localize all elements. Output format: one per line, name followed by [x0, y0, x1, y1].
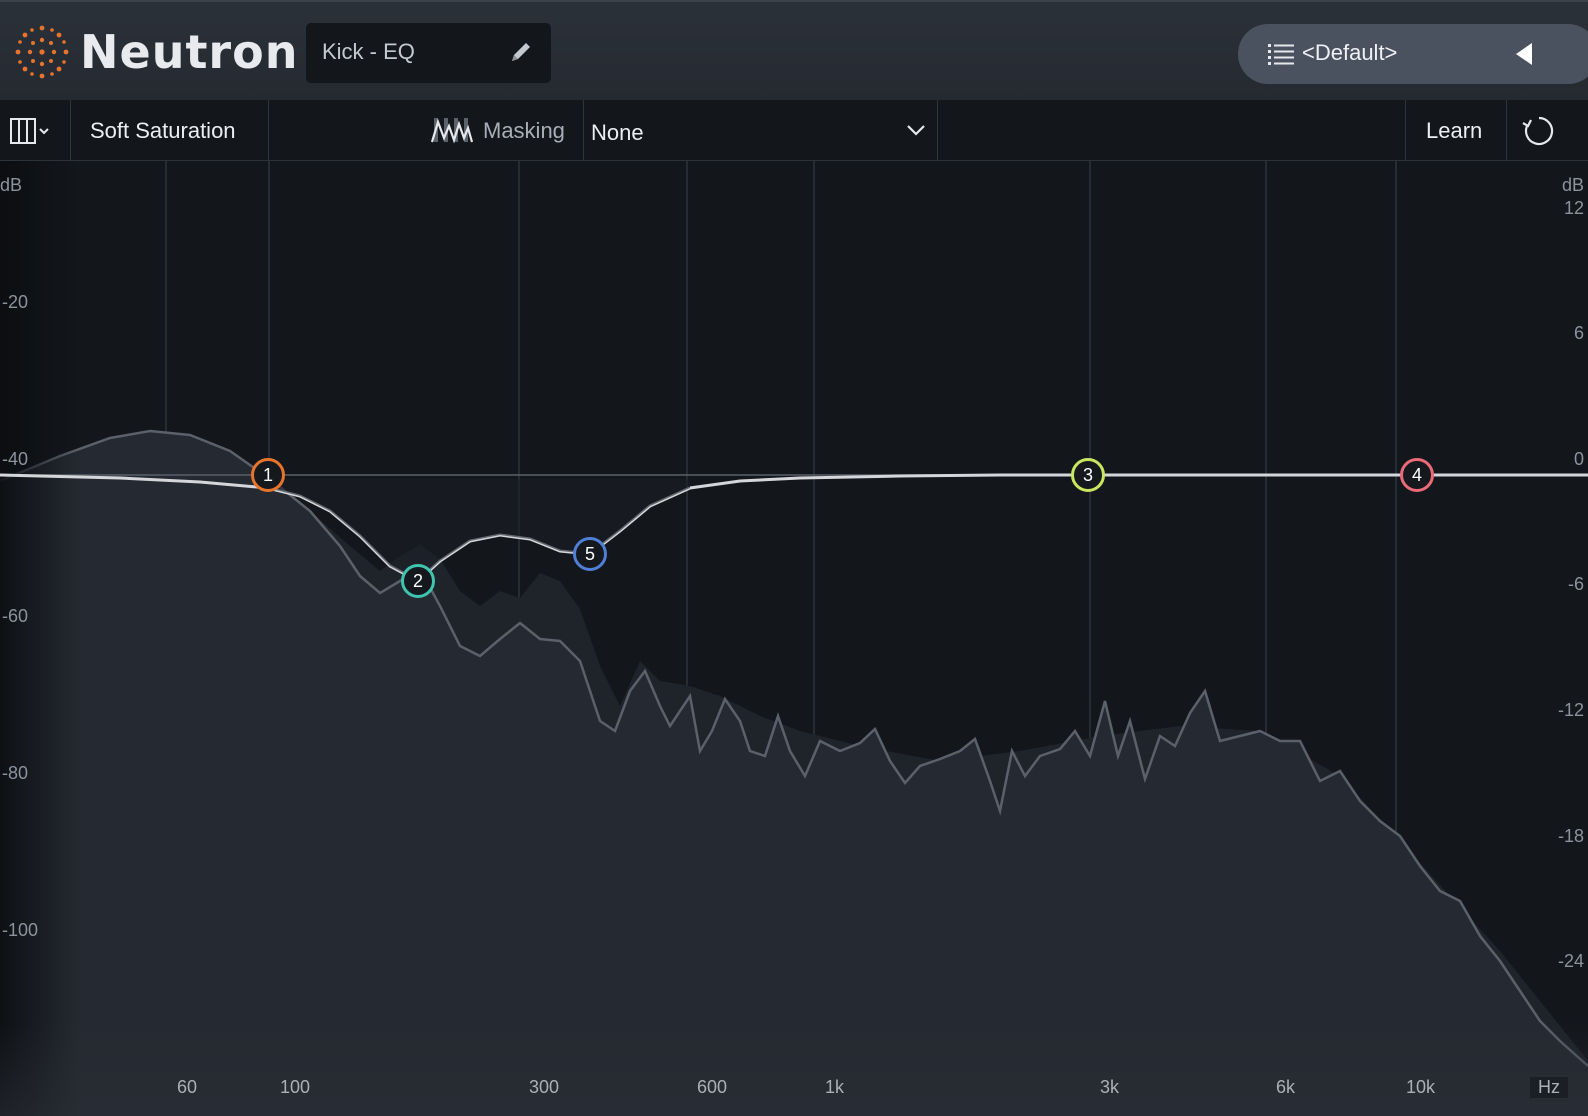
- left-axis-tick: -60: [2, 606, 29, 626]
- right-axis-tick: -6: [1567, 574, 1584, 594]
- freq-tick-label: 10k: [1406, 1077, 1436, 1097]
- freq-tick-label: 1k: [825, 1077, 845, 1097]
- right-axis-tick: 12: [1563, 198, 1584, 218]
- list-menu-icon: [1268, 44, 1294, 65]
- eq-display[interactable]: dB -20 -40 -60 -80 -100 dB 12 6 0 -6 -12…: [0, 161, 1588, 1116]
- spectrum-fill: [0, 431, 1588, 1116]
- left-axis-tick: -80: [2, 763, 29, 783]
- view-layout-button[interactable]: [0, 100, 70, 161]
- left-axis-tick: -100: [2, 920, 39, 940]
- toolbar-divider: [583, 100, 584, 161]
- pencil-edit-icon[interactable]: [508, 39, 534, 65]
- freq-tick-label: 3k: [1100, 1077, 1120, 1097]
- eq-band-node-2[interactable]: 2: [401, 564, 435, 598]
- freq-tick-label: 6k: [1276, 1077, 1296, 1097]
- freq-tick-label: 600: [697, 1077, 728, 1097]
- right-axis-tick: 0: [1573, 449, 1584, 469]
- eq-band-node-5[interactable]: 5: [573, 537, 607, 571]
- masking-label: Masking: [483, 118, 565, 143]
- eq-band-node-1[interactable]: 1: [251, 458, 285, 492]
- eq-cut-shade: [268, 479, 690, 581]
- refresh-icon: [1522, 116, 1554, 146]
- left-axis-tick: -40: [2, 449, 29, 469]
- left-axis-unit: dB: [0, 175, 23, 195]
- right-axis-tick: -18: [1557, 826, 1584, 846]
- right-axis-tick: -12: [1557, 700, 1584, 720]
- soft-saturation-label: Soft Saturation: [90, 118, 236, 143]
- header-bar: Neutron Kick - EQ <Default>: [0, 0, 1588, 100]
- right-axis-tick: 6: [1573, 323, 1584, 343]
- left-edge-shade: [0, 161, 80, 1116]
- freq-tick-label: 100: [280, 1077, 311, 1097]
- learn-label: Learn: [1426, 118, 1483, 143]
- freq-unit-label: Hz: [1530, 1077, 1568, 1098]
- soft-saturation-button[interactable]: Soft Saturation: [70, 100, 268, 161]
- masking-toggle[interactable]: Masking: [430, 100, 582, 161]
- reset-button[interactable]: [1506, 100, 1588, 161]
- eq-band-node-3[interactable]: 3: [1071, 458, 1105, 492]
- module-toolbar: Soft Saturation Masking None Learn: [0, 100, 1588, 161]
- eq-band-node-4[interactable]: 4: [1400, 458, 1434, 492]
- toolbar-divider: [1506, 100, 1507, 161]
- masking-source-value: None: [591, 120, 644, 145]
- preset-name-field[interactable]: Kick - EQ: [306, 23, 551, 83]
- masking-source-dropdown[interactable]: None: [583, 100, 937, 161]
- masking-waveform-icon: [430, 118, 474, 144]
- left-axis-tick: -20: [2, 292, 29, 312]
- spectrum-line: [0, 429, 1588, 1067]
- learn-button[interactable]: Learn: [1405, 100, 1506, 161]
- toolbar-divider: [1405, 100, 1406, 161]
- right-axis-unit: dB: [1561, 175, 1584, 195]
- preset-menu-label: <Default>: [1302, 40, 1398, 65]
- app-title: Neutron: [80, 25, 299, 79]
- preset-menu-button[interactable]: <Default>: [1238, 24, 1588, 84]
- freq-tick-label: 300: [529, 1077, 560, 1097]
- collapse-panel-icon[interactable]: [1512, 41, 1534, 67]
- toolbar-divider: [268, 100, 269, 161]
- right-axis-tick: -24: [1557, 951, 1584, 971]
- eq-graph[interactable]: [0, 161, 1588, 1116]
- toolbar-divider: [70, 100, 71, 161]
- chevron-down-icon: [907, 125, 925, 136]
- columns-icon: [10, 118, 49, 144]
- bottom-shade: [0, 1021, 1588, 1116]
- freq-tick-label: 60: [177, 1077, 198, 1097]
- preset-name-text: Kick - EQ: [322, 39, 415, 64]
- neutron-logo-icon: [15, 25, 69, 79]
- toolbar-divider: [937, 100, 938, 161]
